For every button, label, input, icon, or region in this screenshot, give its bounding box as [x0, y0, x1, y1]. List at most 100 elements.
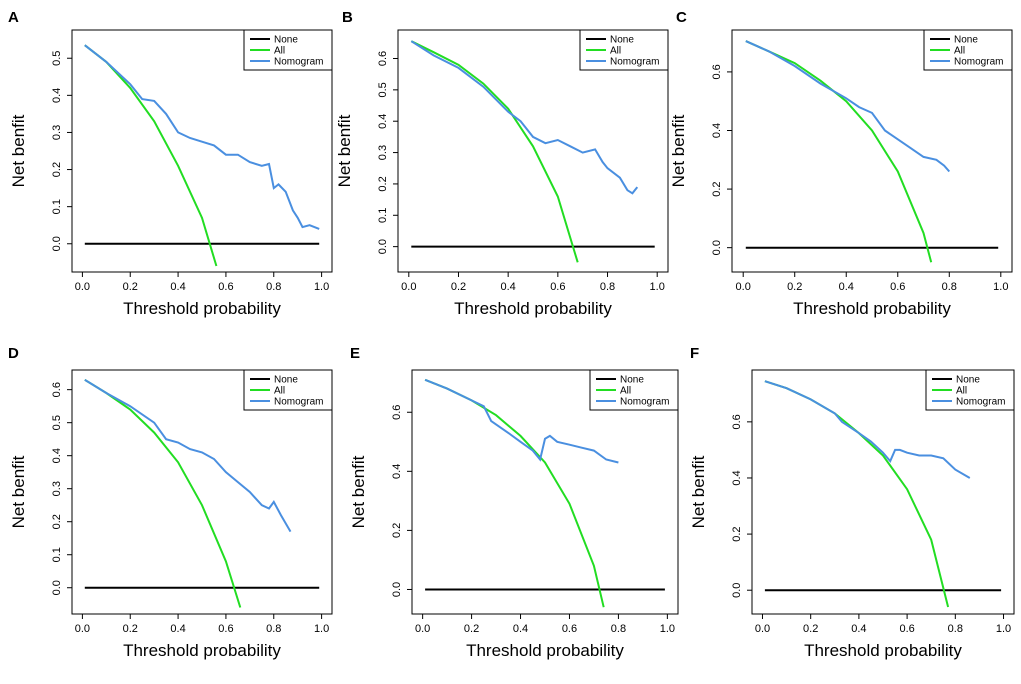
x-tick-label: 0.2 — [464, 623, 479, 635]
panel-d: D 0.0 0.2 0.4 0.6 0.8 1.0 0.0 0.1 0.2 0.3 0.4 0.5 0.6… — [8, 345, 333, 660]
x-tick-label: 0.0 — [75, 623, 90, 635]
legend-label-all: All — [620, 386, 631, 397]
y-tick-label: 0.0 — [731, 583, 743, 598]
x-tick-label: 0.6 — [218, 281, 233, 293]
series-nomogram — [764, 380, 971, 479]
x-tick-label: 1.0 — [660, 623, 675, 635]
x-tick-label: 0.2 — [787, 281, 802, 293]
x-tick-label: 0.4 — [851, 623, 866, 635]
y-tick-label: 0.5 — [377, 82, 389, 97]
legend-label-nomogram: Nomogram — [620, 397, 669, 408]
y-tick-label: 0.1 — [51, 199, 63, 214]
legend-label-all: All — [956, 386, 967, 397]
y-tick-label: 0.2 — [391, 523, 403, 538]
x-tick-label: 0.6 — [218, 623, 233, 635]
legend-label-none: None — [274, 375, 298, 386]
legend-label-all: All — [954, 46, 965, 57]
y-tick-label: 0.4 — [377, 114, 389, 129]
x-tick-label: 0.4 — [839, 281, 854, 293]
x-tick-label: 1.0 — [993, 281, 1008, 293]
panel-e: E 0.0 0.2 0.4 0.6 0.8 1.0 0.0 0.2 0.4 0.6 Threshold… — [349, 345, 679, 660]
y-tick-label: 0.5 — [51, 51, 63, 66]
x-tick-label: 0.2 — [123, 281, 138, 293]
legend-label-all: All — [610, 46, 621, 57]
y-tick-label: 0.6 — [711, 64, 723, 79]
panel-f: F 0.0 0.2 0.4 0.6 0.8 1.0 0.0 0.2 0.4 0.6 Threshold… — [689, 345, 1015, 660]
y-tick-label: 0.2 — [731, 526, 743, 541]
x-tick-label: 0.8 — [266, 623, 281, 635]
x-tick-label: 0.8 — [948, 623, 963, 635]
y-tick-label: 0.2 — [51, 514, 63, 529]
x-tick-label: 0.8 — [600, 281, 615, 293]
x-axis-title: Threshold probability — [454, 299, 612, 318]
y-axis-title: Net benfit — [335, 114, 354, 187]
series-all — [410, 40, 579, 263]
x-tick-label: 0.4 — [501, 281, 516, 293]
y-tick-label: 0.4 — [51, 448, 63, 463]
series-nomogram — [410, 40, 639, 195]
legend-label-nomogram: Nomogram — [274, 57, 323, 68]
y-tick-label: 0.3 — [51, 125, 63, 140]
panel-c: C 0.0 0.2 0.4 0.6 0.8 1.0 0.0 0.2 0.4 0.6 Threshold… — [669, 9, 1013, 318]
panel-letter: F — [690, 345, 699, 362]
series-nomogram — [84, 378, 292, 533]
y-tick-label: 0.0 — [391, 582, 403, 597]
panel-letter: C — [676, 9, 687, 26]
x-tick-label: 0.0 — [415, 623, 430, 635]
plot-frame — [751, 369, 1015, 615]
x-tick-label: 0.6 — [890, 281, 905, 293]
y-axis-title: Net benfit — [349, 455, 368, 528]
x-tick-label: 0.4 — [513, 623, 528, 635]
y-tick-label: 0.0 — [51, 236, 63, 251]
series-nomogram — [84, 44, 320, 230]
series-all — [84, 378, 242, 608]
legend-label-nomogram: Nomogram — [274, 397, 323, 408]
y-tick-label: 0.4 — [711, 123, 723, 138]
x-tick-label: 0.2 — [803, 623, 818, 635]
y-axis-title: Net benfit — [9, 455, 28, 528]
x-tick-label: 0.0 — [736, 281, 751, 293]
x-tick-label: 0.6 — [550, 281, 565, 293]
legend-label-none: None — [954, 35, 978, 46]
legend-label-none: None — [956, 375, 980, 386]
legend-label-nomogram: Nomogram — [956, 397, 1005, 408]
y-axis-title: Net benfit — [9, 114, 28, 187]
x-axis-title: Threshold probability — [804, 641, 962, 660]
y-tick-label: 0.6 — [391, 405, 403, 420]
legend-label-none: None — [274, 35, 298, 46]
x-tick-label: 0.6 — [899, 623, 914, 635]
x-axis-title: Threshold probability — [123, 299, 281, 318]
y-tick-label: 0.0 — [51, 580, 63, 595]
series-nomogram — [745, 40, 951, 173]
legend-label-nomogram: Nomogram — [610, 57, 659, 68]
series-all — [745, 40, 933, 263]
panel-a: A 0.0 0.2 0.4 0.6 0.8 1.0 0.0 0.1 0.2 0.3 0.4 0.5 Thr… — [8, 9, 333, 318]
y-tick-label: 0.2 — [51, 162, 63, 177]
x-tick-label: 0.6 — [562, 623, 577, 635]
x-tick-label: 0.0 — [755, 623, 770, 635]
panel-letter: E — [350, 345, 360, 362]
y-tick-label: 0.1 — [51, 547, 63, 562]
x-tick-label: 0.8 — [266, 281, 281, 293]
plot-frame — [71, 369, 333, 615]
plot-frame — [71, 29, 333, 273]
y-tick-label: 0.3 — [51, 481, 63, 496]
x-tick-label: 0.0 — [75, 281, 90, 293]
y-tick-label: 0.2 — [711, 181, 723, 196]
x-tick-label: 0.0 — [401, 281, 416, 293]
y-tick-label: 0.0 — [711, 240, 723, 255]
legend-label-all: All — [274, 386, 285, 397]
x-tick-label: 0.8 — [611, 623, 626, 635]
panel-letter: A — [8, 9, 19, 26]
x-tick-label: 1.0 — [650, 281, 665, 293]
plot-frame — [397, 29, 669, 273]
y-tick-label: 0.4 — [731, 470, 743, 485]
legend-label-none: None — [610, 35, 634, 46]
legend-label-all: All — [274, 46, 285, 57]
x-axis-title: Threshold probability — [793, 299, 951, 318]
panel-letter: B — [342, 9, 353, 26]
x-axis-title: Threshold probability — [123, 641, 281, 660]
x-tick-label: 0.2 — [451, 281, 466, 293]
x-axis-title: Threshold probability — [466, 641, 624, 660]
